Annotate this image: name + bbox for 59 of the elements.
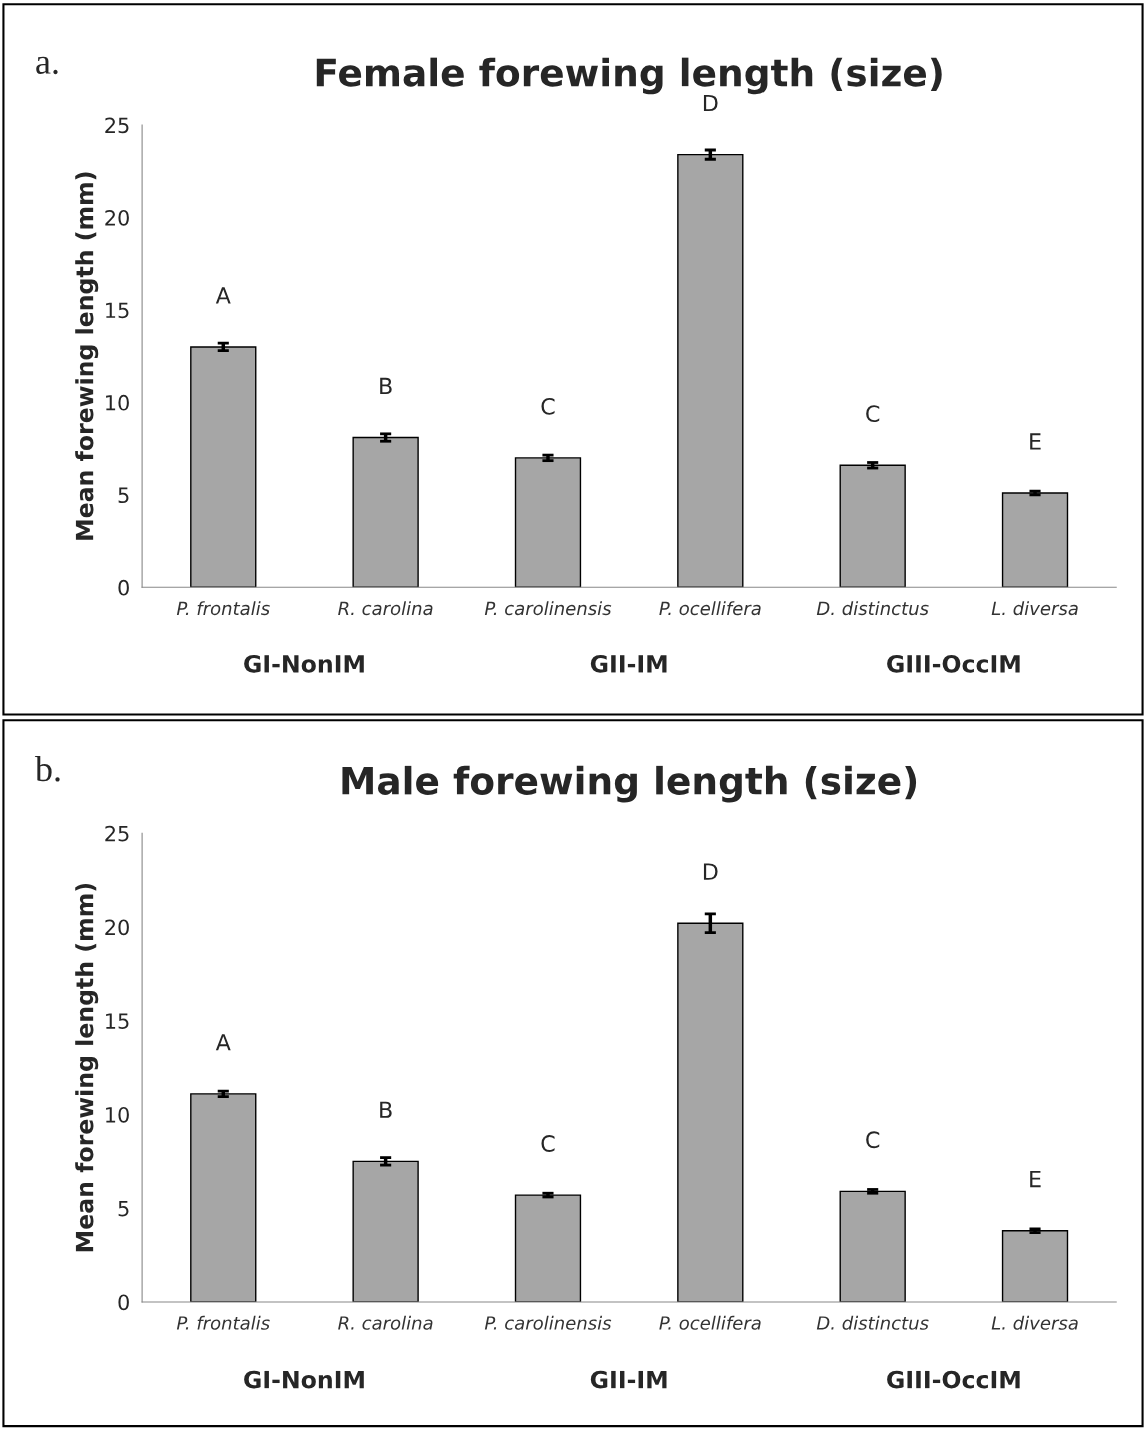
x-tick-label: P. ocellifera (659, 1315, 761, 1330)
bar (514, 457, 582, 588)
x-tick-label: P. carolinensis (484, 1315, 612, 1330)
x-tick-label: L. diversa (991, 601, 1078, 616)
annotation: C (866, 1131, 880, 1149)
y-tick-label: 25 (105, 117, 129, 134)
x-tick-label: L. diversa (991, 1315, 1078, 1330)
bar (677, 153, 744, 588)
annotation: A (215, 287, 231, 304)
annotation: A (215, 1034, 231, 1051)
y-tick-label: 20 (105, 209, 129, 226)
annotation: B (380, 1101, 392, 1118)
x-tick-label: R. carolina (338, 601, 433, 616)
x-tick-label: P. ocellifera (659, 601, 761, 616)
y-axis-title: Mean forewing length (mm) (75, 172, 99, 540)
annotation: C (541, 1135, 555, 1152)
text: GI-NonIM (244, 654, 364, 673)
chart-title: Male forewing length (size) (342, 765, 917, 803)
bar (1001, 492, 1069, 588)
y-axis-title: Mean forewing length (mm) (75, 883, 99, 1252)
y-tick-label: 10 (106, 394, 129, 411)
annotation: D (703, 94, 718, 112)
annotation: C (866, 405, 880, 423)
text: a. (36, 56, 58, 75)
y-tick-label: 25 (105, 825, 129, 842)
chart-title: Female forewing length (size) (316, 57, 942, 95)
y-tick-label: 20 (105, 919, 129, 936)
text: GII-IM (590, 654, 667, 673)
annotation: B (380, 377, 392, 395)
bar (839, 464, 906, 588)
y-tick-label: 5 (118, 1200, 129, 1217)
text: b. (34, 755, 60, 782)
x-tick-label: P. frontalis (176, 601, 270, 616)
annotation: C (541, 397, 555, 415)
bar (352, 1160, 419, 1302)
annotation: E (1030, 1171, 1041, 1188)
x-tick-label: P. carolinensis (484, 601, 612, 616)
bar (352, 436, 419, 588)
y-tick-label: 10 (106, 1106, 129, 1123)
bar (190, 1093, 257, 1302)
annotation: D (703, 863, 718, 880)
text: GIII-OccIM (887, 1370, 1020, 1389)
bar (1001, 1230, 1069, 1302)
text: GII-IM (590, 1370, 667, 1389)
y-tick-label: 15 (106, 1013, 129, 1029)
y-tick-label: 15 (106, 302, 129, 319)
bar (190, 346, 257, 588)
x-tick-label: D. distinctus (816, 1315, 929, 1330)
x-tick-label: R. carolina (338, 1315, 433, 1330)
bar (514, 1194, 582, 1302)
text: GI-NonIM (244, 1370, 364, 1389)
x-tick-label: P. frontalis (176, 1315, 270, 1330)
text: GIII-OccIM (887, 654, 1020, 673)
annotation: E (1030, 433, 1041, 450)
x-tick-label: D. distinctus (816, 601, 929, 616)
y-tick-label: 0 (118, 1294, 129, 1311)
y-tick-label: 5 (118, 487, 129, 504)
bar (839, 1190, 906, 1302)
y-tick-label: 0 (118, 579, 129, 596)
